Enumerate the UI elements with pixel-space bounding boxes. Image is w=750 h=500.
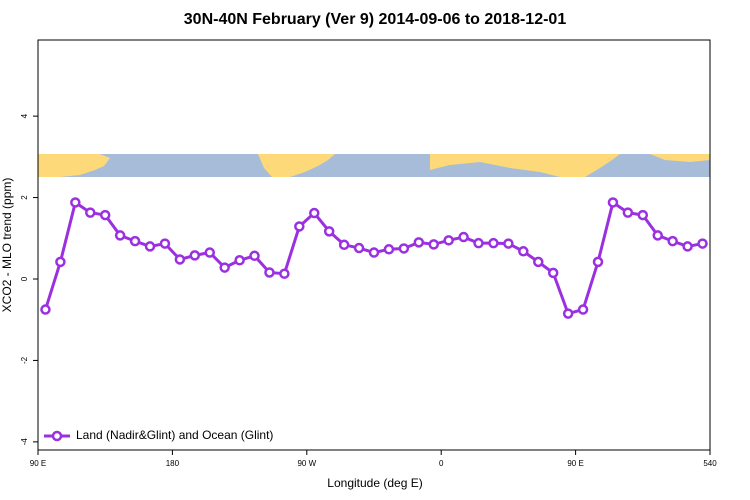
- point: [458, 231, 469, 243]
- point: [99, 209, 111, 221]
- plot-frame: [37, 39, 711, 451]
- point: [368, 247, 380, 258]
- x-tick-label: 90 E: [567, 459, 583, 468]
- point: [473, 237, 484, 249]
- point: [652, 230, 663, 241]
- point: [577, 304, 589, 315]
- point: [697, 238, 708, 249]
- point: [353, 242, 365, 254]
- point: [338, 239, 350, 251]
- point: [174, 254, 186, 265]
- point: [264, 267, 275, 278]
- x-tick-label: 90 E: [30, 459, 46, 468]
- point: [309, 207, 320, 219]
- chart-title: 30N-40N February (Ver 9) 2014-09-06 to 2…: [184, 11, 567, 28]
- point: [533, 256, 544, 268]
- point: [204, 247, 215, 258]
- x-tick-label: 90 W: [297, 459, 316, 468]
- map-strip: [38, 154, 710, 177]
- x-tick-label: 180: [166, 459, 180, 468]
- point: [383, 244, 395, 255]
- x-tick-label: 540: [703, 459, 717, 468]
- point: [40, 304, 51, 315]
- point: [219, 262, 230, 273]
- point: [294, 221, 305, 232]
- point: [234, 255, 245, 266]
- point: [159, 238, 171, 249]
- point: [607, 197, 619, 208]
- series-line: [44, 200, 703, 316]
- point: [129, 235, 141, 247]
- point: [189, 250, 201, 261]
- point: [398, 243, 410, 254]
- point: [55, 256, 66, 268]
- point: [503, 238, 514, 249]
- point: [682, 241, 693, 252]
- point: [249, 250, 260, 262]
- point: [488, 237, 499, 249]
- x-tick-label: 0: [439, 459, 444, 468]
- point: [667, 235, 678, 247]
- point: [592, 256, 604, 268]
- point: [518, 246, 529, 257]
- point: [443, 235, 454, 246]
- y-tick-label: 0: [20, 276, 29, 281]
- point: [279, 268, 290, 279]
- point: [637, 209, 649, 221]
- y-tick-label: -2: [20, 356, 29, 364]
- y-tick-label: -4: [20, 438, 29, 446]
- legend-label: Land (Nadir&Glint) and Ocean (Glint): [76, 428, 273, 442]
- point: [413, 237, 425, 248]
- y-tick-label: 2: [20, 195, 29, 200]
- point: [144, 241, 156, 252]
- point: [323, 226, 335, 237]
- point: [622, 207, 634, 218]
- y-axis-label: XCO2 - MLO trend (ppm): [0, 178, 14, 313]
- legend-marker: [51, 430, 63, 442]
- point: [562, 308, 574, 319]
- point: [70, 197, 81, 208]
- point: [85, 207, 96, 218]
- x-axis-label: Longitude (deg E): [327, 476, 422, 490]
- point: [547, 267, 559, 279]
- y-tick-label: 4: [20, 113, 29, 118]
- point: [114, 230, 126, 241]
- point: [428, 239, 439, 250]
